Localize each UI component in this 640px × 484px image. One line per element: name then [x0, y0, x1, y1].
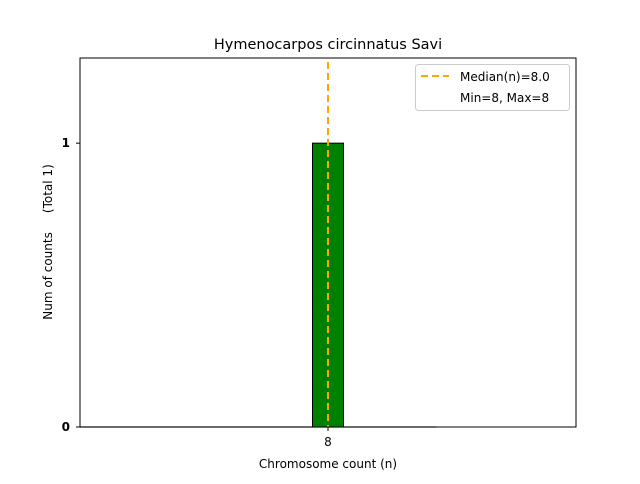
legend-entry-median: Median(n)=8.0	[460, 70, 550, 84]
x-axis-label: Chromosome count (n)	[259, 457, 397, 471]
legend-entry-minmax: Min=8, Max=8	[460, 91, 549, 105]
y-tick-label: 1	[62, 136, 70, 150]
y-axis-label: Num of counts (Total 1)	[41, 164, 55, 319]
legend-box	[415, 64, 570, 111]
x-tick-label: 8	[324, 435, 332, 449]
y-tick-label: 0	[62, 420, 70, 434]
chart-title: Hymenocarpos circinnatus Savi	[214, 37, 442, 53]
legend: Median(n)=8.0 Min=8, Max=8	[415, 64, 570, 111]
